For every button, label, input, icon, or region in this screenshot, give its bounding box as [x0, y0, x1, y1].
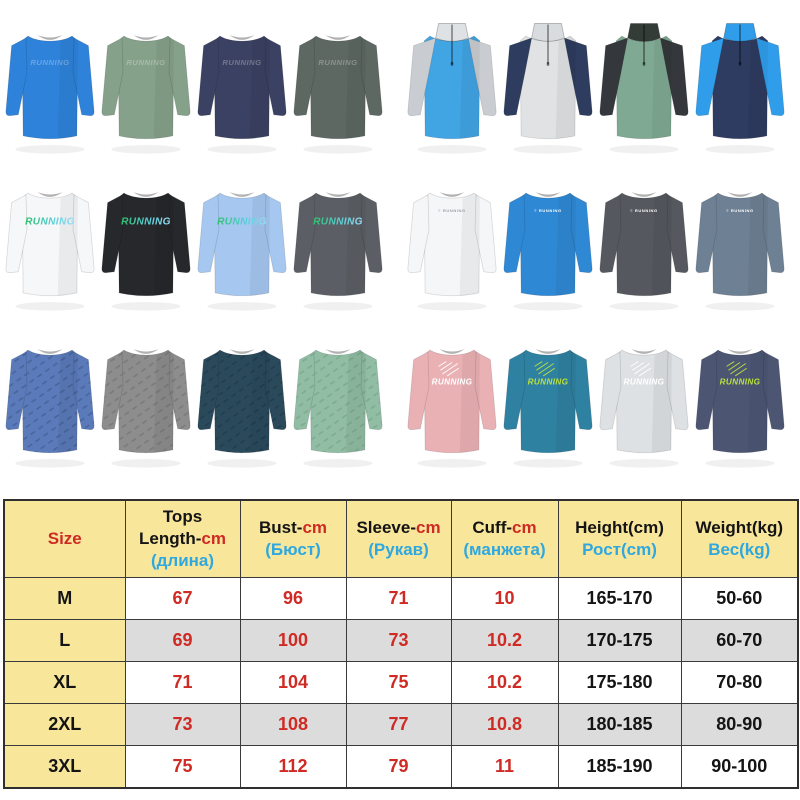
product-gallery: RUNNING RUNNING RUNNING RUNNING RUNNING RUNNI…: [2, 6, 798, 478]
size-value: 50-60: [680, 577, 799, 620]
group-gap: [386, 166, 404, 318]
product-photo-slate-logo-tee: ≡ RUNNING: [692, 166, 788, 318]
size-value: 10.8: [450, 703, 559, 746]
size-value: 165-170: [557, 577, 682, 620]
size-value: 10.2: [450, 661, 559, 704]
size-value: 80-90: [680, 703, 799, 746]
size-value: 73: [124, 703, 241, 746]
product-photo-dark-teal-dash-tee: [194, 320, 290, 478]
svg-text:RUNNING: RUNNING: [25, 217, 75, 228]
svg-text:RUNNING: RUNNING: [121, 217, 171, 228]
size-chart-header-row: Size Tops Length-cm (длина) Bust-cm (Бюст) Sle…: [3, 499, 799, 578]
size-label-XL: XL: [3, 661, 126, 704]
group-gap: [386, 320, 404, 478]
size-value: 180-185: [557, 703, 682, 746]
size-value: 71: [124, 661, 241, 704]
size-chart-table: Size Tops Length-cm (длина) Bust-cm (Бюст) Sle…: [3, 499, 799, 789]
product-photo-navy-long-sleeve-tee: RUNNING: [194, 6, 290, 164]
svg-text:RUNNING: RUNNING: [720, 378, 761, 387]
product-photo-pink-graphic-tee: RUNNING: [404, 320, 500, 478]
svg-text:≡ RUNNING: ≡ RUNNING: [726, 208, 753, 213]
svg-text:RUNNING: RUNNING: [528, 378, 569, 387]
size-row-3XL: 3XL 75 112 79 11 185-190 90-100: [3, 745, 799, 789]
product-photo-teal-graphic-tee: RUNNING: [500, 320, 596, 478]
size-chart-header-col-6: Weight(kg) Вес(kg): [680, 499, 799, 578]
product-photo-white-logo-tee: ≡ RUNNING: [404, 166, 500, 318]
size-value: 71: [345, 577, 452, 620]
size-label-L: L: [3, 619, 126, 662]
size-value: 10: [450, 577, 559, 620]
product-photo-navy-blue-quarter-zip: [692, 6, 788, 164]
product-photo-green-dash-tee: [290, 320, 386, 478]
product-photo-blue-logo-tee: ≡ RUNNING: [500, 166, 596, 318]
size-label-3XL: 3XL: [3, 745, 126, 789]
svg-text:≡ RUNNING: ≡ RUNNING: [438, 208, 465, 213]
size-value: 104: [239, 661, 347, 704]
size-row-M: M 67 96 71 10 165-170 50-60: [3, 577, 799, 620]
size-value: 185-190: [557, 745, 682, 789]
product-photo-green-black-quarter-zip: [596, 6, 692, 164]
svg-text:RUNNING: RUNNING: [432, 378, 473, 387]
product-row-3: RUNNING RUNNING RUNNING RUNNING: [2, 320, 798, 478]
size-value: 96: [239, 577, 347, 620]
product-photo-gray-dash-tee: [98, 320, 194, 478]
size-label-2XL: 2XL: [3, 703, 126, 746]
product-photo-light-gray-graphic-tee: RUNNING: [596, 320, 692, 478]
size-label-M: M: [3, 577, 126, 620]
size-value: 90-100: [680, 745, 799, 789]
product-photo-blue-gray-quarter-zip: [404, 6, 500, 164]
svg-text:≡ RUNNING: ≡ RUNNING: [534, 208, 561, 213]
product-photo-white-running-tee: RUNNING: [2, 166, 98, 318]
size-row-XL: XL 71 104 75 10.2 175-180 70-80: [3, 661, 799, 704]
svg-text:RUNNING: RUNNING: [624, 378, 665, 387]
product-photo-light-blue-running-tee: RUNNING: [194, 166, 290, 318]
product-row-1: RUNNING RUNNING RUNNING RUNNING: [2, 6, 798, 164]
size-value: 112: [239, 745, 347, 789]
size-value: 79: [345, 745, 452, 789]
size-chart-header-col-5: Height(cm) Рост(cm): [557, 499, 682, 578]
svg-text:≡ RUNNING: ≡ RUNNING: [630, 208, 657, 213]
size-chart-header-col-4: Cuff-cm (манжета): [450, 499, 559, 578]
svg-text:RUNNING: RUNNING: [318, 58, 357, 67]
svg-text:RUNNING: RUNNING: [313, 217, 363, 228]
group-gap: [386, 6, 404, 164]
size-value: 73: [345, 619, 452, 662]
product-photo-dark-green-long-sleeve-tee: RUNNING: [290, 6, 386, 164]
svg-text:RUNNING: RUNNING: [30, 58, 69, 67]
size-chart-header-col-2: Bust-cm (Бюст): [239, 499, 347, 578]
size-chart-header-col-1: Tops Length-cm (длина): [124, 499, 241, 578]
size-value: 10.2: [450, 619, 559, 662]
size-value: 70-80: [680, 661, 799, 704]
size-value: 175-180: [557, 661, 682, 704]
product-photo-sage-green-long-sleeve-tee: RUNNING: [98, 6, 194, 164]
size-value: 67: [124, 577, 241, 620]
product-photo-black-running-tee: RUNNING: [98, 166, 194, 318]
svg-text:RUNNING: RUNNING: [222, 58, 261, 67]
size-value: 77: [345, 703, 452, 746]
size-row-L: L 69 100 73 10.2 170-175 60-70: [3, 619, 799, 662]
size-row-2XL: 2XL 73 108 77 10.8 180-185 80-90: [3, 703, 799, 746]
size-value: 11: [450, 745, 559, 789]
product-photo-charcoal-logo-tee: ≡ RUNNING: [596, 166, 692, 318]
product-photo-gray-running-tee: RUNNING: [290, 166, 386, 318]
size-value: 108: [239, 703, 347, 746]
size-value: 69: [124, 619, 241, 662]
size-value: 100: [239, 619, 347, 662]
product-row-2: RUNNING RUNNING RUNNING RUNNING ≡ RUNNING ≡ R…: [2, 166, 798, 318]
svg-text:RUNNING: RUNNING: [126, 58, 165, 67]
size-value: 60-70: [680, 619, 799, 662]
product-photo-blue-long-sleeve-tee: RUNNING: [2, 6, 98, 164]
size-chart-header-col-0: Size: [3, 499, 126, 578]
svg-text:RUNNING: RUNNING: [217, 217, 267, 228]
size-chart-header-col-3: Sleeve-cm (Рукав): [345, 499, 452, 578]
size-value: 75: [124, 745, 241, 789]
product-photo-blue-dash-tee: [2, 320, 98, 478]
size-value: 75: [345, 661, 452, 704]
product-photo-gray-navy-quarter-zip: [500, 6, 596, 164]
product-photo-navy-graphic-tee: RUNNING: [692, 320, 788, 478]
size-value: 170-175: [557, 619, 682, 662]
